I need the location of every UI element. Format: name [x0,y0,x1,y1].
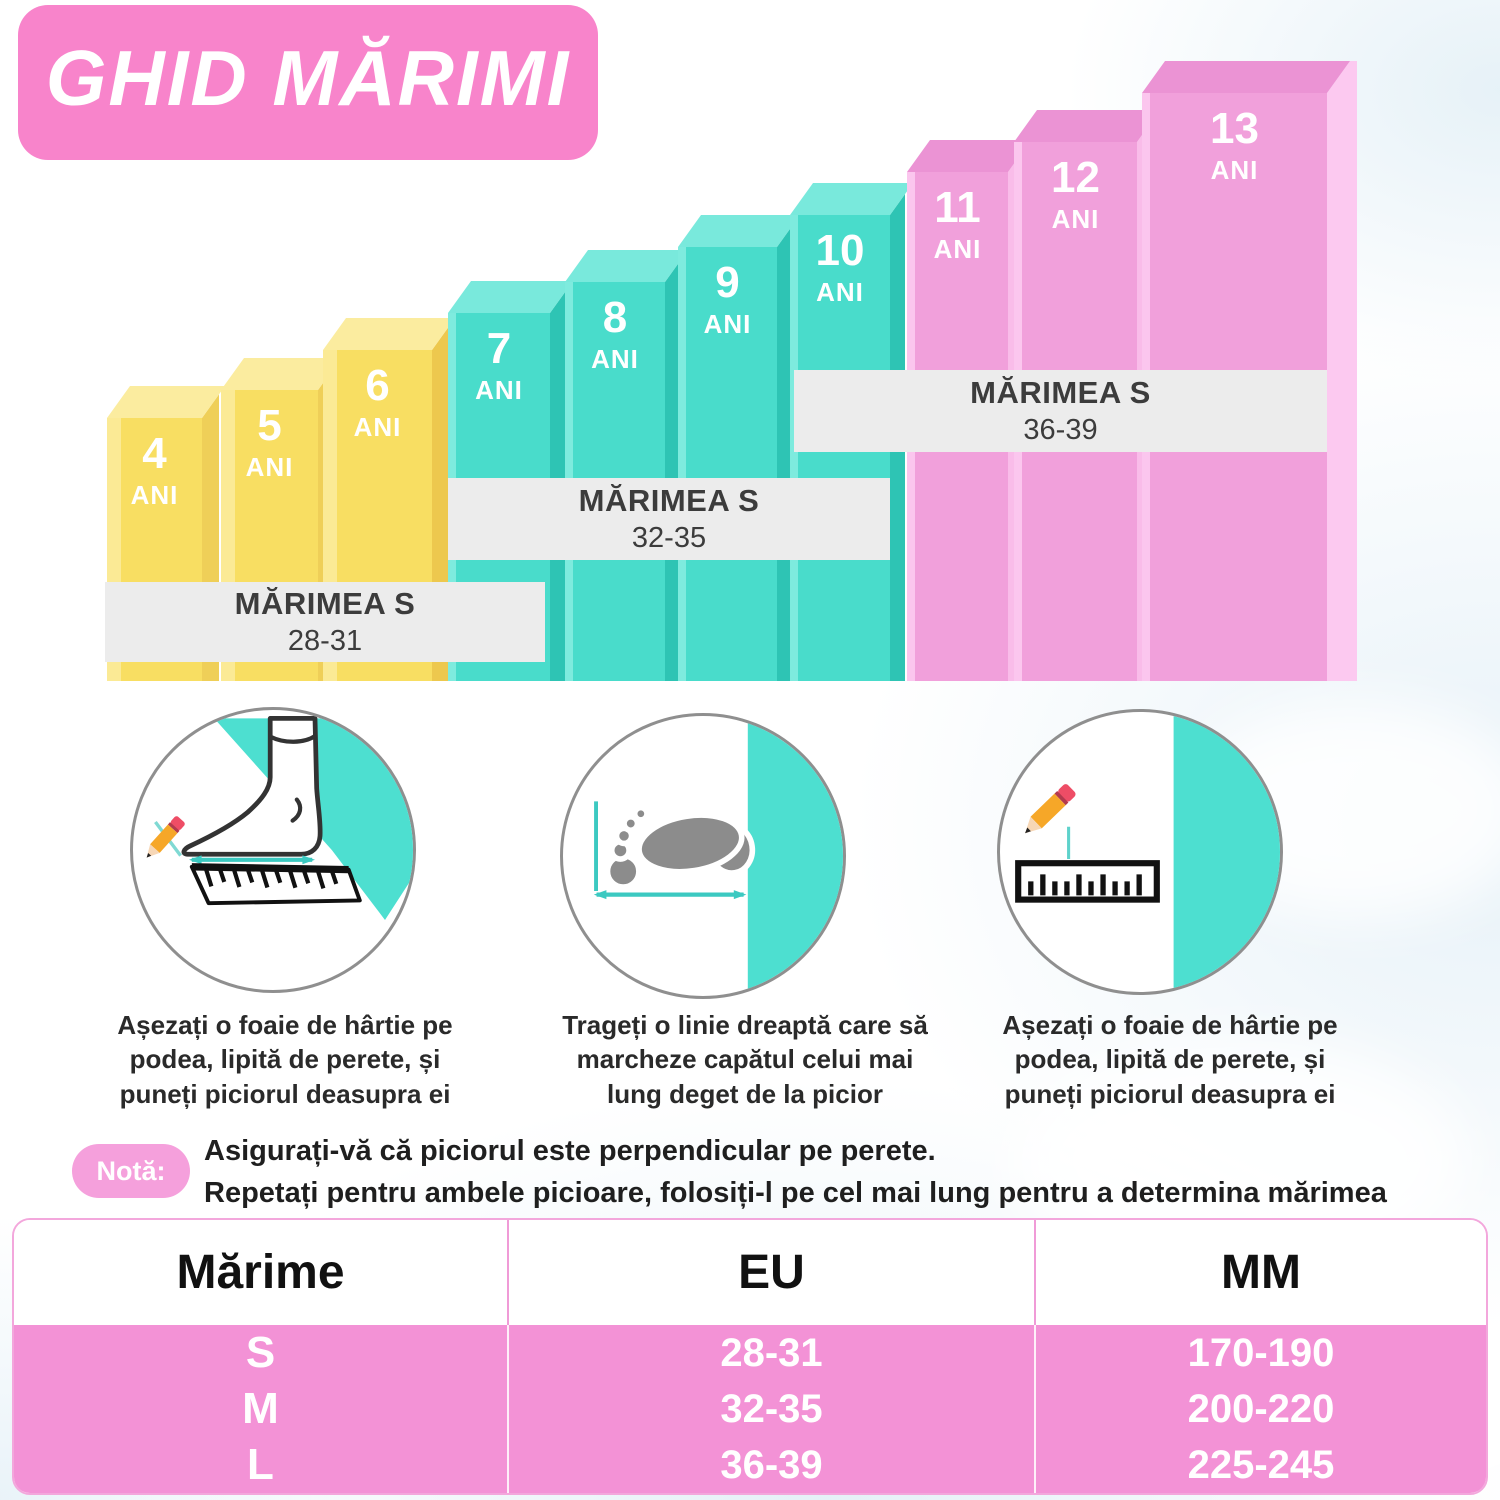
size-band-range: 32-35 [631,522,707,554]
table-row: L 36-39 225-245 [14,1437,1486,1493]
bar-9-ani: 9 ANI [678,215,800,681]
caption-line: podea, lipită de perete, și [1014,1044,1326,1075]
step-1-caption: Așezați o foaie de hârtie pe podea, lipi… [70,1008,500,1111]
size-band-36-39: MĂRIMEA S 36-39 [794,370,1327,452]
caption-line: Așezați o foaie de hârtie pe [117,1010,453,1040]
note-section: Notă: Asigurați-vă că piciorul este perp… [72,1130,1462,1214]
caption-line: Trageți o linie dreaptă care să [562,1010,928,1040]
caption-line: puneți piciorul deasupra ei [119,1078,451,1109]
bar-age-label: 7 ANI [475,324,523,405]
table-row: M 32-35 200-220 [14,1381,1486,1437]
caption-line: podea, lipită de perete, și [129,1044,441,1075]
step-3-caption: Așezați o foaie de hârtie pe podea, lipi… [955,1008,1385,1111]
size-table: Mărime EU MM S 28-31 170-190 M 32-35 200… [12,1218,1488,1495]
size-table-header: Mărime EU MM [14,1220,1486,1325]
bar-9-side-face [777,228,790,681]
pencil-icon [1025,784,1076,834]
bar-age-label: 6 ANI [353,361,402,442]
cell-eu-s: 28-31 [507,1325,1034,1381]
foot-icon [181,716,323,857]
bar-13-side-face [1327,61,1357,681]
note-text: Asigurați-vă că piciorul este perpendicu… [204,1130,1387,1214]
note-badge: Notă: [72,1144,190,1198]
table-row: S 28-31 170-190 [14,1325,1486,1381]
caption-line: lung deget de la picior [607,1078,883,1109]
cell-size-s: S [245,1328,276,1377]
bar-age-label: 5 ANI [245,401,294,482]
header-marime: Mărime [176,1246,345,1299]
bar-age-label: 4 ANI [130,429,179,510]
pencil-icon [146,816,185,858]
footprint-measure-icon [593,716,843,996]
bar-8-ani: 8 ANI [565,250,688,681]
ruler-pencil-icon [1015,712,1280,992]
measure-arrow-icon [189,855,315,865]
bar-top-face [1142,61,1350,93]
bar-age-label: 13 ANI [1210,104,1259,185]
foot-on-ruler-icon [146,716,413,920]
caption-line: Așezați o foaie de hârtie pe [1002,1010,1338,1040]
bar-age-label: 9 ANI [703,258,752,339]
step-3-illustration [997,709,1283,995]
note-badge-label: Notă: [96,1155,166,1186]
bar-age-label: 10 ANI [815,226,865,307]
cell-eu-m: 32-35 [507,1381,1034,1437]
cell-mm-s: 170-190 [1034,1325,1486,1381]
size-band-label: MĂRIMEA S [234,586,416,621]
step-2-caption: Trageți o linie dreaptă care să marcheze… [530,1008,960,1111]
cell-size-m: M [242,1384,279,1433]
bar-age-label: 8 ANI [591,293,639,374]
note-line: Asigurați-vă că piciorul este perpendicu… [204,1135,936,1167]
note-line: Repetați pentru ambele picioare, folosiț… [204,1177,1387,1210]
bar-age-label: 11 ANI [933,183,982,264]
cell-mm-l: 225-245 [1034,1437,1486,1493]
bar-top-face [1014,110,1160,142]
page-title: GHID MĂRIMI [45,34,571,122]
size-band-label: MĂRIMEA S [578,483,760,518]
size-band-label: MĂRIMEA S [970,375,1151,410]
ruler-icon [1015,860,1160,903]
step-2-illustration [560,713,846,999]
size-band-range: 28-31 [287,625,363,657]
step-1-illustration [130,707,416,993]
bar-8-side-face [665,263,678,681]
size-table-body: S 28-31 170-190 M 32-35 200-220 L 36-39 … [14,1325,1486,1493]
header-eu: EU [507,1220,1034,1325]
bar-top-face [323,318,455,350]
size-band-28-31: MĂRIMEA S 28-31 [105,582,545,662]
measure-arrow-icon [593,890,747,900]
cell-size-l: L [247,1440,274,1489]
caption-line: puneți piciorul deasupra ei [1004,1078,1336,1109]
title-badge: GHID MĂRIMI [18,5,598,160]
footprint-icon [604,804,756,890]
caption-line: marcheze capătul celui mai [576,1044,914,1075]
header-mm: MM [1034,1220,1486,1325]
sock-cuff-line [269,733,317,744]
ruler-icon [189,863,362,906]
size-band-range: 36-39 [1023,414,1098,446]
bar-age-label: 12 ANI [1051,153,1100,234]
size-band-32-35: MĂRIMEA S 32-35 [448,478,890,560]
cell-mm-m: 200-220 [1034,1381,1486,1437]
ankle-line [290,797,303,823]
cell-eu-l: 36-39 [507,1437,1034,1493]
